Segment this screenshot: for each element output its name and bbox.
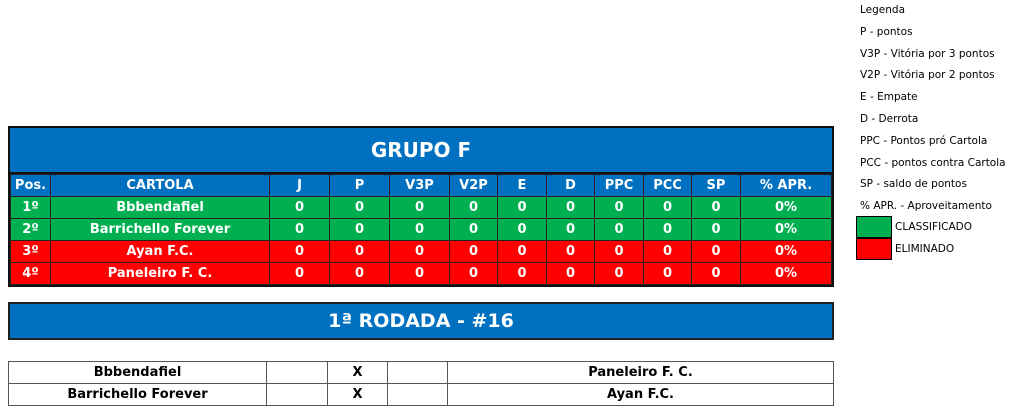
away-team: Ayan F.C. [447, 383, 834, 406]
home-score [266, 383, 328, 406]
stat-cell: 0 [594, 240, 644, 263]
legend-item: SP - saldo de pontos [860, 178, 967, 191]
matches-table: Bbbendafiel X Paneleiro F. C. Barrichello F… [8, 361, 834, 406]
stat-cell: 0 [691, 218, 741, 241]
stat-cell: 0 [449, 240, 498, 263]
stat-cell: 0 [643, 196, 692, 219]
column-header: J [269, 174, 330, 197]
column-header: P [329, 174, 390, 197]
away-team: Paneleiro F. C. [447, 361, 834, 384]
legend-item: V2P - Vitória por 2 pontos [860, 69, 995, 82]
stat-cell: 0% [740, 218, 832, 241]
classificado-label: CLASSIFICADO [895, 221, 973, 233]
stat-cell: 0 [497, 218, 547, 241]
stat-cell: 0 [329, 196, 390, 219]
round-banner: 1ª RODADA - #16 [8, 302, 834, 340]
match-row: Bbbendafiel X Paneleiro F. C. [8, 361, 834, 384]
stat-cell: 0 [594, 218, 644, 241]
stat-cell: 0 [546, 218, 595, 241]
stat-cell: 0 [389, 196, 450, 219]
stat-cell: 0 [643, 262, 692, 285]
team-name: Bbbendafiel [50, 196, 270, 219]
team-name: Paneleiro F. C. [50, 262, 270, 285]
stat-cell: 0 [449, 196, 498, 219]
stat-cell: 0 [594, 196, 644, 219]
column-header: E [497, 174, 547, 197]
column-header: D [546, 174, 595, 197]
stat-cell: 0 [497, 196, 547, 219]
legend-item: % APR. - Aproveitamento [860, 200, 992, 213]
standings-row: 3º Ayan F.C. 0 0 0 0 0 0 0 0 0 0% [10, 240, 832, 263]
column-header: V3P [389, 174, 450, 197]
standings-row: 4º Paneleiro F. C. 0 0 0 0 0 0 0 0 0 0% [10, 262, 832, 285]
legend-item: D - Derrota [860, 113, 919, 125]
versus: X [327, 361, 388, 384]
column-header: SP [691, 174, 741, 197]
standings-row: 2º Barrichello Forever 0 0 0 0 0 0 0 0 0 0% [10, 218, 832, 241]
away-score [387, 383, 448, 406]
home-team: Bbbendafiel [8, 361, 267, 384]
legend-item: PCC - pontos contra Cartola [860, 156, 1006, 169]
column-header: PCC [643, 174, 692, 197]
column-header: V2P [449, 174, 498, 197]
column-header: % APR. [740, 174, 832, 197]
versus: X [327, 383, 388, 406]
legend-item: E - Empate [860, 91, 918, 104]
stat-cell: 0 [691, 262, 741, 285]
legend-item: PPC - Pontos pró Cartola [860, 134, 988, 147]
header-row: Pos. CARTOLA J P V3P V2P E D PPC PCC SP% APR. [10, 174, 832, 197]
stat-cell: 0% [740, 262, 832, 285]
stat-cell: 0 [643, 218, 692, 241]
group-standings-table: GRUPO F Pos. CARTOLA J P V3P V2P E D PPC PCC SP% A… [8, 126, 834, 287]
legend-item: Legenda [860, 4, 906, 16]
eliminado-label: ELIMINADO [895, 243, 955, 255]
stat-cell: 3º [10, 240, 51, 263]
stat-cell: 0 [329, 262, 390, 285]
legend-item: P - pontos [860, 25, 913, 38]
group-title: GRUPO F [10, 128, 832, 174]
home-score [266, 361, 328, 384]
stat-cell: 0 [594, 262, 644, 285]
match-row: Barrichello Forever X Ayan F.C. [8, 383, 834, 406]
column-header: PPC [594, 174, 644, 197]
classificado-swatch [856, 216, 892, 238]
stat-cell: 0 [389, 262, 450, 285]
stat-cell: 1º [10, 196, 51, 219]
stat-cell: 0 [546, 240, 595, 263]
stat-cell: 0 [389, 218, 450, 241]
column-header: Pos. [10, 174, 51, 197]
standings-row: 1º Bbbendafiel 0 0 0 0 0 0 0 0 0 0% [10, 196, 832, 219]
stat-cell: 0 [497, 262, 547, 285]
stat-cell: 0 [643, 240, 692, 263]
stat-cell: 0 [269, 218, 330, 241]
stat-cell: 0 [449, 218, 498, 241]
stat-cell: 0 [269, 240, 330, 263]
stat-cell: 0 [269, 262, 330, 285]
stat-cell: 0 [691, 240, 741, 263]
stat-cell: 0 [497, 240, 547, 263]
stat-cell: 0 [329, 218, 390, 241]
eliminado-swatch [856, 238, 892, 260]
stat-cell: 0 [546, 196, 595, 219]
stat-cell: 0 [546, 262, 595, 285]
stat-cell: 0% [740, 196, 832, 219]
column-header: CARTOLA [50, 174, 270, 197]
team-name: Ayan F.C. [50, 240, 270, 263]
stat-cell: 0% [740, 240, 832, 263]
stat-cell: 2º [10, 218, 51, 241]
team-name: Barrichello Forever [50, 218, 270, 241]
legend-item: V3P - Vitória por 3 pontos [860, 47, 995, 60]
stat-cell: 0 [691, 196, 741, 219]
stat-cell: 0 [449, 262, 498, 285]
away-score [387, 361, 448, 384]
stat-cell: 0 [389, 240, 450, 263]
home-team: Barrichello Forever [8, 383, 267, 406]
stat-cell: 0 [269, 196, 330, 219]
stat-cell: 4º [10, 262, 51, 285]
stat-cell: 0 [329, 240, 390, 263]
